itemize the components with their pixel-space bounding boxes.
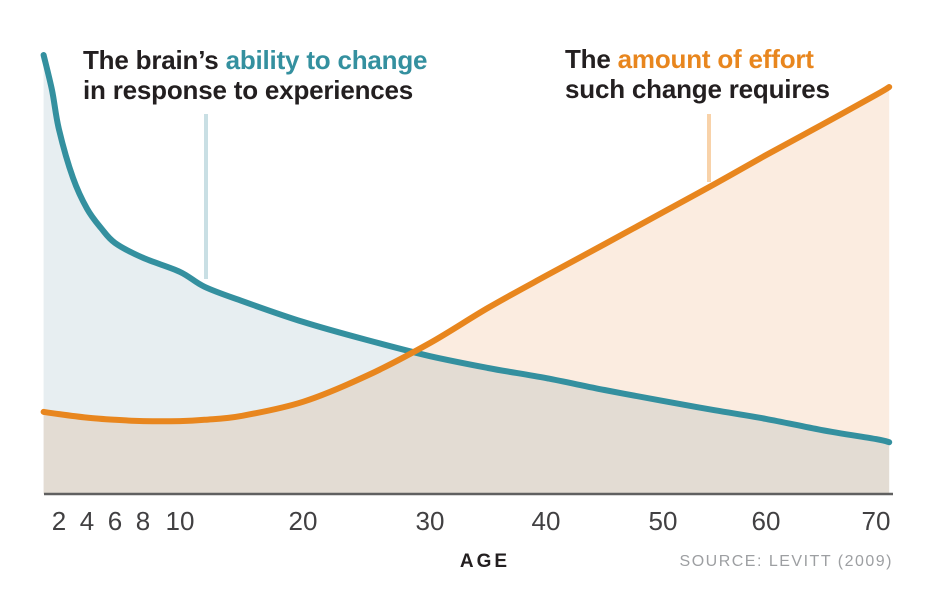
effort-curve-fill: [43, 87, 890, 494]
x-tick-label: 30: [415, 506, 445, 536]
x-tick-label: 20: [288, 506, 318, 536]
x-tick-label: 60: [751, 506, 781, 536]
annotation-effort-highlight: amount of effort: [617, 44, 814, 74]
annotation-effort: The amount of effort such change require…: [565, 44, 830, 104]
annotation-effort-line1: The amount of effort: [565, 44, 830, 74]
annotation-ability-prefix: The brain’s: [83, 45, 226, 75]
x-tick-label: 4: [79, 506, 95, 536]
ability-curve: [40, 52, 893, 446]
x-tick-label: 40: [531, 506, 561, 536]
ability-curve-fill: [43, 55, 890, 494]
x-tick-label: 6: [107, 506, 123, 536]
x-tick-label: 70: [861, 506, 891, 536]
annotation-ability-line2: in response to experiences: [83, 75, 414, 105]
annotation-ability-highlight: ability to change: [225, 45, 428, 75]
x-tick-label: 8: [135, 506, 151, 536]
effort-curve: [40, 84, 893, 425]
annotation-effort-line2: such change requires: [565, 74, 830, 104]
x-tick-label: 2: [51, 506, 67, 536]
source-credit: SOURCE: LEVITT (2009): [679, 553, 893, 570]
x-tick-label: 10: [165, 506, 195, 536]
annotation-effort-prefix: The: [565, 44, 618, 74]
annotation-ability: The brain’s ability to change in respons…: [83, 45, 428, 105]
annotation-ability-line1: The brain’s ability to change: [83, 45, 428, 75]
x-axis-title: AGE: [459, 551, 511, 572]
x-tick-label: 50: [648, 506, 678, 536]
